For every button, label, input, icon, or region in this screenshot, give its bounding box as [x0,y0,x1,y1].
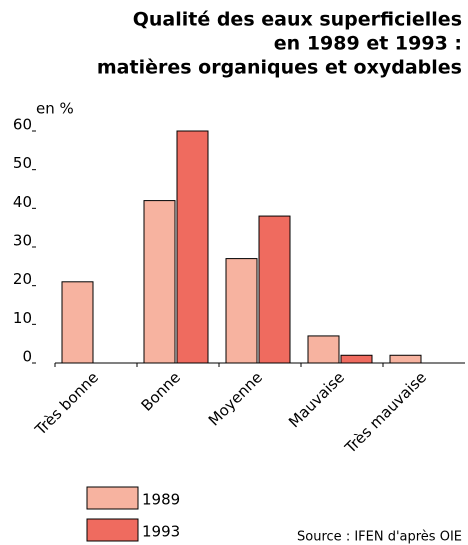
bar [143,200,176,364]
y-tick-label: 40 [13,193,32,211]
y-tick-label: 50 [13,154,32,172]
y-tick-label: 60 [13,116,32,134]
bar [176,130,209,364]
x-tick-label: Très bonne [31,368,102,439]
legend-swatch [86,518,139,542]
y-axis-label: en % [36,100,74,118]
x-tick-label: Mauvaise [285,368,348,431]
bar [340,354,373,364]
y-tick-label: 10 [13,309,32,327]
source: Source : IFEN d'après OIE [297,530,462,545]
chart-title: Qualité des eaux superficielles [133,9,462,31]
x-tick-label: Bonne [138,368,184,414]
bar [389,354,422,364]
legend-label: 1989 [142,491,180,509]
chart-title: matières organiques et oxydables [97,57,462,79]
y-tick-label: 0 [22,348,32,366]
x-tick-label: Moyenne [205,368,266,429]
x-tick-label: Très mauvaise [341,368,430,457]
y-tick-label: 30 [13,232,32,250]
bar [61,281,94,364]
bar [307,335,340,364]
bar [258,215,291,364]
legend-swatch [86,486,139,510]
bar [225,258,258,364]
legend-label: 1993 [142,523,180,541]
y-tick-label: 20 [13,270,32,288]
chart-title: en 1989 et 1993 : [274,33,462,55]
